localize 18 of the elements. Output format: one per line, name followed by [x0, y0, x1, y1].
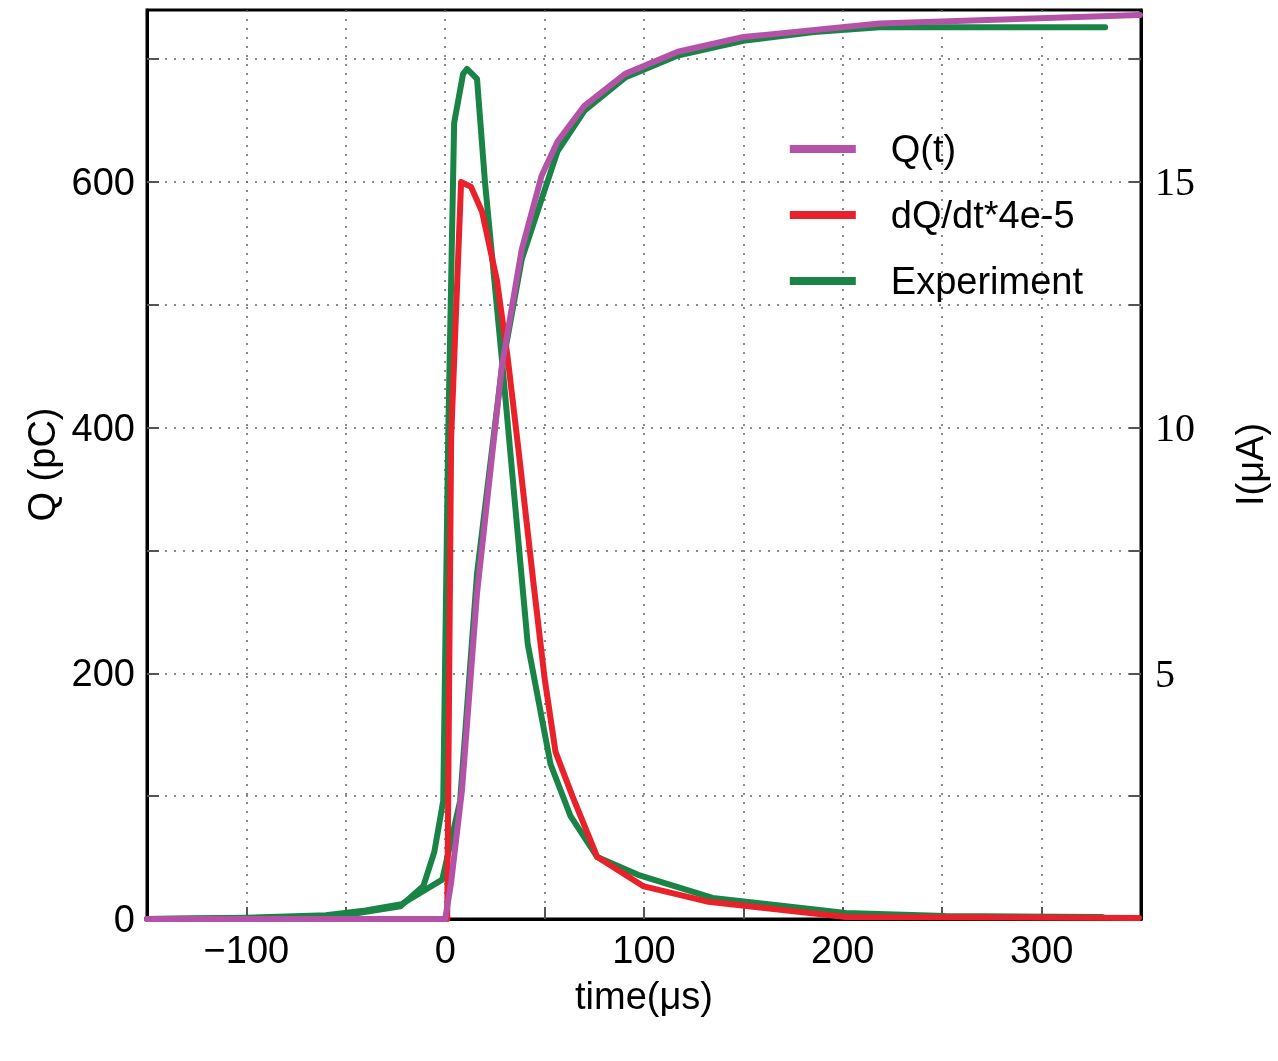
y-axis-title: Q (pC) [20, 407, 63, 522]
y2-axis-title: I(μA) [1229, 422, 1271, 507]
x-axis-title: time(μs) [575, 975, 713, 1017]
legend-label: Q(t) [890, 128, 957, 170]
y-tick-label: 0 [113, 898, 135, 940]
legend-label: dQ/dt*4e-5 [890, 194, 1075, 236]
x-tick-label: 200 [811, 929, 875, 971]
x-tick-label: 0 [434, 929, 456, 971]
y2-tick-label: 10 [1155, 405, 1195, 451]
y2-tick-label: 5 [1155, 650, 1175, 696]
x-tick-label: 300 [1009, 929, 1074, 971]
y-tick-label: 600 [71, 160, 135, 203]
x-tick-label: −100 [203, 929, 290, 971]
y-tick-label: 400 [71, 406, 135, 449]
legend-label: Experiment [890, 260, 1084, 302]
x-tick-label: 100 [612, 929, 676, 971]
y-tick-label: 200 [71, 652, 135, 695]
y2-tick-label: 15 [1155, 159, 1195, 205]
